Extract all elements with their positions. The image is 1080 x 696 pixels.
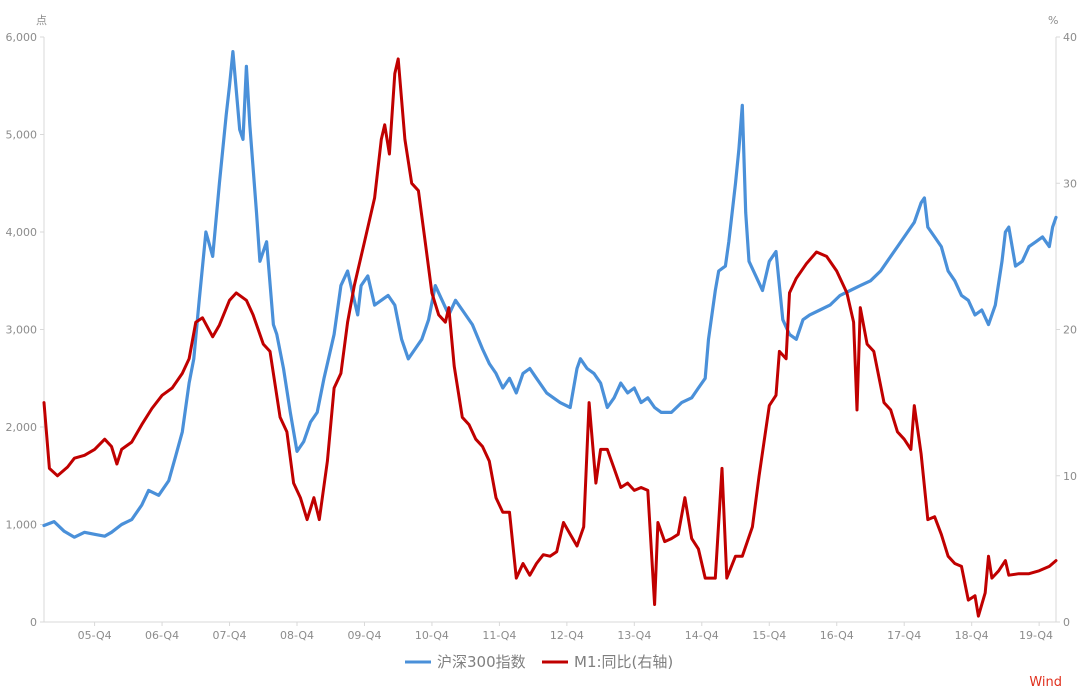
x-tick-label: 15-Q4: [752, 629, 786, 642]
x-tick-label: 10-Q4: [415, 629, 449, 642]
x-tick-label: 19-Q4: [1019, 629, 1053, 642]
x-tick-label: 17-Q4: [887, 629, 921, 642]
right-tick-label: 10: [1063, 470, 1077, 483]
legend: 沪深300指数 M1:同比(右轴): [405, 653, 673, 671]
series-line-hs300: [42, 49, 1058, 539]
left-tick-label: 3,000: [6, 324, 38, 337]
x-tick-label: 11-Q4: [482, 629, 516, 642]
right-tick-label: 20: [1063, 324, 1077, 337]
x-tick-label: 16-Q4: [820, 629, 854, 642]
left-axis-ticks: 0 1,000 2,000 3,000 4,000 5,000 6,000: [6, 31, 44, 629]
x-tick-label: 07-Q4: [213, 629, 247, 642]
series-line-m1: [42, 57, 1058, 618]
left-tick-label: 5,000: [6, 129, 38, 142]
x-tick-label: 09-Q4: [347, 629, 381, 642]
right-axis-ticks: 0 10 20 30 40: [1056, 31, 1077, 629]
x-tick-label: 14-Q4: [685, 629, 719, 642]
x-tick-label: 05-Q4: [78, 629, 112, 642]
right-tick-label: 0: [1063, 616, 1070, 629]
x-tick-label: 18-Q4: [955, 629, 989, 642]
left-tick-label: 2,000: [6, 421, 38, 434]
plot-area: [42, 49, 1058, 618]
left-tick-label: 1,000: [6, 519, 38, 532]
legend-label-m1: M1:同比(右轴): [574, 653, 673, 671]
x-tick-label: 06-Q4: [145, 629, 179, 642]
x-axis-ticks: 05-Q4 06-Q4 07-Q4 08-Q4 09-Q4 10-Q4 11-Q4 12-Q4…: [78, 622, 1053, 642]
right-axis-unit: %: [1048, 14, 1058, 27]
watermark-wind: Wind: [1029, 675, 1062, 690]
right-tick-label: 40: [1063, 31, 1077, 44]
left-tick-label: 6,000: [6, 31, 38, 44]
x-tick-label: 12-Q4: [550, 629, 584, 642]
left-tick-label: 4,000: [6, 226, 38, 239]
legend-label-hs300: 沪深300指数: [437, 653, 526, 671]
x-tick-label: 13-Q4: [617, 629, 651, 642]
left-tick-label: 0: [30, 616, 37, 629]
right-tick-label: 30: [1063, 177, 1077, 190]
left-axis-unit: 点: [36, 14, 47, 27]
x-tick-label: 08-Q4: [280, 629, 314, 642]
